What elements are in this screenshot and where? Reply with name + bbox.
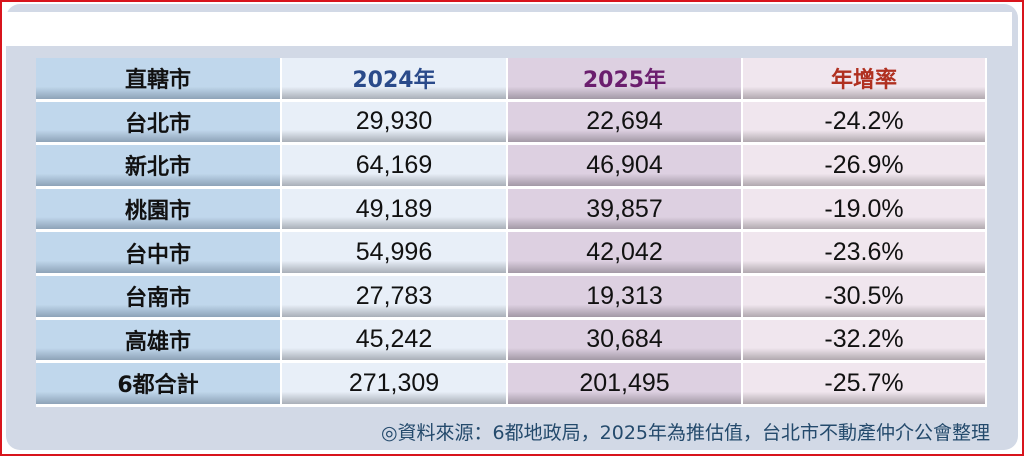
cell-growth-rate: -26.9% [743, 145, 987, 189]
cell-growth-rate: -23.6% [743, 232, 987, 276]
table-row: 台中市 54,996 42,042 -23.6% [36, 232, 987, 276]
cell-value-2025: 201,495 [508, 363, 743, 407]
data-table: 直轄市 2024年 2025年 年增率 台北市 29,930 22,694 -24.2… [36, 58, 987, 407]
cell-city: 台南市 [36, 275, 282, 320]
cell-city: 6都合計 [36, 363, 282, 407]
cell-value-2025: 42,042 [508, 232, 743, 276]
cell-value-2025: 39,857 [508, 188, 743, 233]
header-2025: 2025年 [508, 58, 743, 102]
cell-value-2024: 49,189 [282, 188, 508, 233]
cell-value-2025: 19,313 [508, 275, 743, 320]
header-city: 直轄市 [36, 58, 282, 102]
title-band [6, 12, 1012, 46]
cell-value-2024: 271,309 [282, 363, 508, 407]
cell-growth-rate: -32.2% [743, 319, 987, 364]
source-caption: ◎資料來源：6都地政局，2025年為推估值，台北市不動產仲介公會整理 [380, 422, 990, 444]
table-row: 桃園市 49,189 39,857 -19.0% [36, 188, 987, 233]
cell-growth-rate: -25.7% [743, 363, 987, 407]
cell-value-2025: 30,684 [508, 319, 743, 364]
header-growth: 年增率 [743, 58, 987, 102]
cell-city: 桃園市 [36, 188, 282, 233]
cell-value-2025: 46,904 [508, 145, 743, 189]
cell-city: 新北市 [36, 145, 282, 189]
table-row: 高雄市 45,242 30,684 -32.2% [36, 319, 987, 364]
table-row: 台北市 29,930 22,694 -24.2% [36, 101, 987, 146]
cell-value-2024: 64,169 [282, 145, 508, 189]
cell-city: 高雄市 [36, 319, 282, 364]
table-header-row: 直轄市 2024年 2025年 年增率 [36, 58, 987, 102]
header-2024: 2024年 [282, 58, 508, 102]
cell-growth-rate: -24.2% [743, 101, 987, 146]
table-row: 台南市 27,783 19,313 -30.5% [36, 275, 987, 320]
cell-value-2024: 29,930 [282, 101, 508, 146]
cell-growth-rate: -30.5% [743, 275, 987, 320]
cell-growth-rate: -19.0% [743, 188, 987, 233]
cell-value-2024: 27,783 [282, 275, 508, 320]
cell-value-2024: 45,242 [282, 319, 508, 364]
table-row: 新北市 64,169 46,904 -26.9% [36, 145, 987, 189]
cell-value-2024: 54,996 [282, 232, 508, 276]
cell-city: 台中市 [36, 232, 282, 276]
table-row: 6都合計 271,309 201,495 -25.7% [36, 363, 987, 407]
cell-city: 台北市 [36, 101, 282, 146]
cell-value-2025: 22,694 [508, 101, 743, 146]
